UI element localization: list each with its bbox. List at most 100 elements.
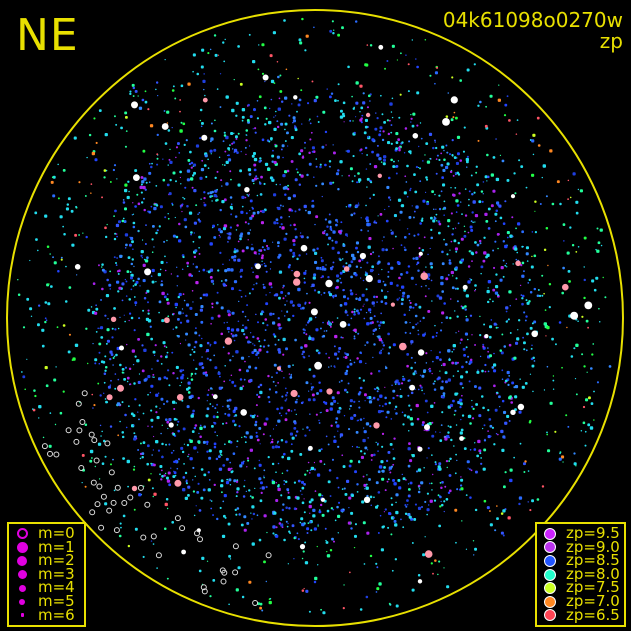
star-point bbox=[410, 343, 412, 345]
star-point bbox=[125, 130, 128, 132]
star-point bbox=[185, 479, 188, 482]
star-point bbox=[266, 247, 270, 250]
star-point bbox=[353, 212, 356, 215]
star-point bbox=[194, 313, 198, 316]
star-point bbox=[288, 114, 291, 117]
star-point bbox=[160, 397, 164, 401]
star-point bbox=[253, 251, 257, 255]
star-point bbox=[156, 163, 159, 166]
star-point bbox=[272, 321, 276, 325]
star-point bbox=[487, 435, 491, 439]
star-point bbox=[203, 191, 206, 194]
star-point bbox=[265, 302, 269, 306]
star-point bbox=[369, 163, 372, 165]
star-point bbox=[175, 235, 179, 239]
star-point bbox=[274, 143, 276, 146]
star-point bbox=[289, 224, 292, 227]
star-point bbox=[104, 502, 108, 506]
star-point bbox=[192, 301, 194, 303]
star-point bbox=[342, 243, 345, 246]
star-point bbox=[434, 82, 436, 85]
star-point bbox=[101, 462, 105, 465]
star-point bbox=[335, 417, 339, 420]
star-point bbox=[89, 459, 93, 463]
star-point bbox=[224, 269, 228, 273]
star-point bbox=[166, 507, 169, 510]
star-point bbox=[303, 281, 306, 284]
star-point bbox=[256, 337, 260, 340]
star-point bbox=[233, 280, 238, 284]
star-point bbox=[443, 149, 445, 152]
star-point bbox=[195, 327, 197, 329]
star-point bbox=[432, 146, 435, 150]
star-point bbox=[44, 317, 47, 320]
star-point bbox=[223, 283, 226, 287]
star-point bbox=[461, 306, 465, 310]
star-point bbox=[457, 152, 460, 156]
star-point bbox=[410, 408, 413, 411]
star-point bbox=[426, 508, 430, 512]
star-point bbox=[134, 90, 138, 93]
star-point bbox=[400, 518, 402, 521]
star-point bbox=[445, 316, 449, 319]
star-point bbox=[515, 227, 517, 230]
star-point bbox=[358, 400, 360, 403]
star-point bbox=[243, 515, 247, 519]
star-point bbox=[467, 338, 469, 341]
star-point bbox=[520, 264, 523, 267]
star-point bbox=[125, 243, 128, 247]
bright-star-point bbox=[417, 579, 423, 584]
star-point bbox=[249, 115, 253, 118]
star-point bbox=[210, 153, 212, 155]
star-point bbox=[558, 457, 562, 461]
star-point bbox=[124, 247, 127, 249]
star-point bbox=[455, 332, 457, 334]
star-point bbox=[270, 286, 273, 289]
star-point bbox=[59, 411, 63, 415]
star-point bbox=[152, 495, 154, 498]
star-point bbox=[330, 507, 333, 510]
star-point bbox=[331, 321, 334, 324]
star-point bbox=[212, 579, 216, 582]
star-point bbox=[595, 248, 597, 251]
star-point bbox=[311, 146, 315, 150]
star-point bbox=[365, 168, 368, 170]
star-point bbox=[460, 478, 464, 482]
star-point bbox=[182, 369, 185, 371]
star-point bbox=[241, 249, 245, 253]
star-point bbox=[381, 341, 384, 344]
star-point bbox=[210, 323, 212, 325]
star-point bbox=[81, 454, 85, 457]
star-point bbox=[115, 123, 118, 126]
star-point bbox=[426, 202, 430, 206]
star-point bbox=[305, 589, 309, 593]
star-point bbox=[263, 339, 266, 342]
star-point bbox=[331, 396, 335, 400]
star-point bbox=[300, 174, 304, 178]
bright-star-point bbox=[117, 384, 124, 392]
star-point bbox=[62, 225, 64, 228]
star-point bbox=[420, 285, 423, 288]
star-point bbox=[182, 450, 185, 454]
star-point bbox=[346, 353, 349, 356]
star-point bbox=[284, 304, 286, 306]
star-point bbox=[221, 491, 223, 494]
star-point bbox=[431, 454, 433, 456]
star-point bbox=[100, 336, 104, 339]
star-point bbox=[155, 411, 158, 414]
star-point bbox=[303, 204, 307, 209]
star-point bbox=[467, 467, 469, 469]
star-point bbox=[440, 424, 443, 426]
bright-star-point bbox=[378, 44, 384, 50]
star-point bbox=[303, 483, 306, 486]
star-point bbox=[470, 358, 473, 361]
star-point bbox=[349, 399, 353, 403]
star-point bbox=[144, 100, 148, 104]
star-point bbox=[446, 466, 448, 469]
star-point bbox=[516, 119, 519, 121]
star-point bbox=[270, 440, 274, 444]
bright-star-point bbox=[74, 264, 81, 270]
star-point bbox=[335, 218, 338, 222]
star-point bbox=[155, 281, 157, 283]
star-point bbox=[329, 165, 331, 168]
